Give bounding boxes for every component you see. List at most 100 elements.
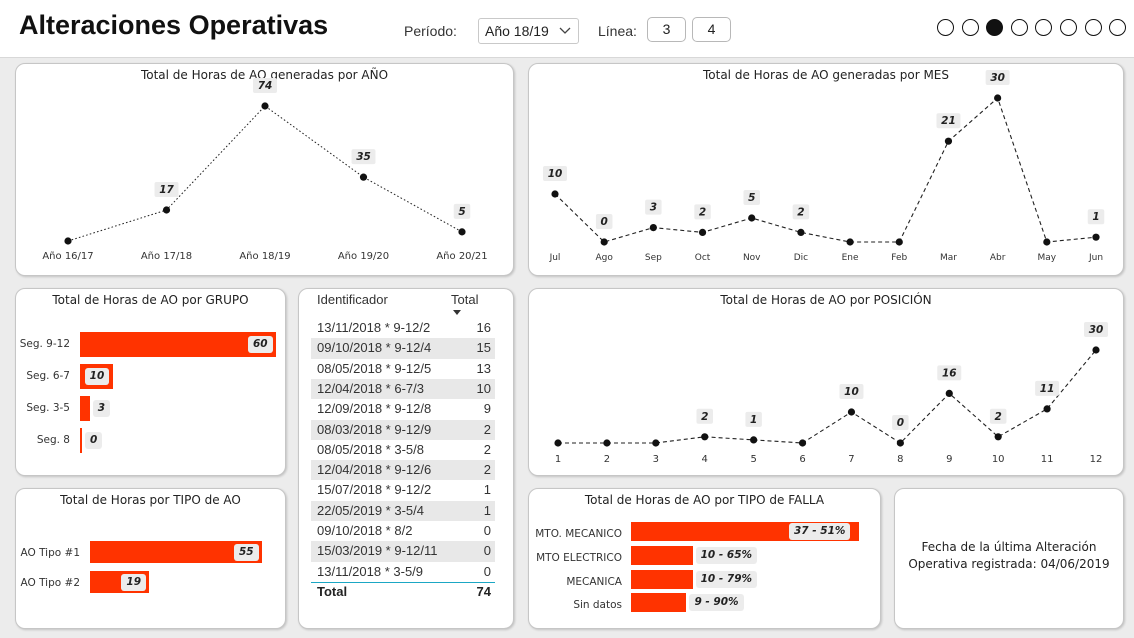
bar[interactable] [80, 428, 82, 453]
data-point[interactable] [458, 228, 466, 236]
bar-data-label: 3 [92, 400, 111, 417]
bar-data-label: 37 - 51% [789, 523, 851, 540]
table-cell-total: 15 [476, 340, 491, 356]
bar[interactable] [631, 593, 687, 613]
x-tick-label: Mar [940, 253, 957, 263]
data-point[interactable] [994, 433, 1002, 441]
page-dot-8[interactable] [1109, 19, 1127, 36]
data-point[interactable] [895, 238, 903, 246]
chart-card-por-tipo: Total de Horas por TIPO de AO AO Tipo #1… [15, 488, 286, 629]
page-title: Alteraciones Operativas [19, 10, 329, 40]
bar[interactable] [80, 332, 276, 357]
data-point[interactable] [698, 228, 707, 236]
data-point[interactable] [261, 102, 269, 110]
bar[interactable] [631, 545, 693, 565]
bar[interactable] [631, 569, 693, 589]
data-label-bg [253, 78, 277, 93]
data-point[interactable] [64, 237, 72, 245]
bar-data-label: 10 - 65% [695, 546, 758, 564]
data-label: 74 [258, 80, 273, 92]
page-dot-7[interactable] [1084, 19, 1102, 36]
data-label-bg [1035, 380, 1060, 396]
table-row[interactable]: 08/05/2018 * 9-12/5 13 [311, 359, 495, 379]
table-header-identificador[interactable]: Identificador [317, 292, 388, 307]
table-cell-total: 2 [483, 441, 491, 457]
data-point[interactable] [1043, 405, 1051, 413]
page-dot-4[interactable] [1010, 19, 1028, 36]
data-point[interactable] [798, 439, 807, 447]
bar-data-label: 60 [248, 336, 273, 353]
data-label-bg [1084, 322, 1108, 337]
data-point[interactable] [162, 206, 171, 214]
table-header-total[interactable]: Total [451, 292, 479, 307]
table-row[interactable]: 15/03/2019 * 9-12/11 0 [311, 541, 495, 562]
x-tick-label: 5 [750, 454, 756, 465]
table-row[interactable]: 08/03/2018 * 9-12/9 2 [311, 419, 495, 440]
periodo-dropdown[interactable]: Año 18/19 [478, 18, 579, 44]
table-cell-total: 0 [483, 563, 491, 579]
table-row[interactable]: 08/05/2018 * 3-5/8 2 [311, 440, 495, 460]
data-label-bg [985, 70, 1010, 85]
linea-label: Línea: [598, 23, 637, 39]
data-point[interactable] [994, 94, 1002, 102]
table-row[interactable]: 09/10/2018 * 8/2 0 [311, 521, 495, 541]
x-tick-label: Dic [794, 253, 808, 263]
bar[interactable] [80, 396, 90, 421]
chart-card-por-grupo: Total de Horas de AO por GRUPO Seg. 9-12… [15, 288, 286, 476]
data-point[interactable] [846, 238, 854, 246]
table-cell-total: 2 [483, 421, 491, 437]
header-bar: Alteraciones Operativas Período: Año 18/… [0, 0, 1134, 58]
data-point[interactable] [797, 228, 805, 236]
table-row[interactable]: 13/11/2018 * 9-12/2 16 [311, 318, 495, 338]
table-cell-identificador: 12/04/2018 * 6-7/3 [317, 380, 424, 396]
linea-3-button[interactable]: 3 [647, 17, 686, 42]
x-tick-label: Año 18/19 [239, 251, 290, 262]
data-point[interactable] [603, 439, 611, 447]
data-point[interactable] [944, 137, 953, 145]
table-row[interactable]: 15/07/2018 * 9-12/2 1 [311, 480, 495, 500]
data-point[interactable] [1092, 346, 1100, 354]
data-point[interactable] [896, 439, 904, 447]
data-point[interactable] [701, 433, 709, 441]
data-point[interactable] [551, 190, 559, 198]
data-label: 35 [356, 151, 371, 163]
data-point[interactable] [847, 408, 856, 416]
chart-card-por-ano: Total de Horas de AO generadas por AÑO A… [15, 63, 514, 276]
table-cell-total: 16 [476, 320, 491, 335]
linea-4-button[interactable]: 4 [692, 17, 731, 42]
table-row[interactable]: 12/04/2018 * 6-7/3 10 [311, 378, 495, 400]
table-row[interactable]: 09/10/2018 * 9-12/4 15 [311, 338, 495, 359]
data-point[interactable] [1092, 233, 1100, 241]
data-point[interactable] [359, 173, 368, 181]
page-dot-1[interactable] [937, 19, 954, 36]
table-row[interactable]: 22/05/2019 * 3-5/4 1 [311, 500, 495, 521]
data-point[interactable] [649, 224, 657, 232]
page-dot-3[interactable] [986, 19, 1004, 36]
x-tick-label: Año 17/18 [141, 251, 192, 262]
data-point[interactable] [652, 439, 660, 447]
x-tick-label: Sep [645, 253, 662, 263]
table-total-divider [311, 582, 495, 583]
data-point[interactable] [748, 214, 756, 222]
sort-desc-icon[interactable] [453, 310, 461, 315]
data-label-bg [351, 149, 376, 165]
table-cell-identificador: 09/10/2018 * 9-12/4 [317, 340, 432, 356]
page-dot-2[interactable] [961, 19, 979, 36]
data-point[interactable] [945, 389, 953, 397]
data-point[interactable] [554, 439, 562, 447]
data-label: 17 [159, 184, 174, 196]
bar-data-label: 19 [121, 573, 147, 591]
data-point[interactable] [750, 436, 758, 444]
page-dot-5[interactable] [1035, 19, 1053, 36]
bar-category-label: MECANICA [566, 575, 622, 588]
page-dot-6[interactable] [1060, 19, 1077, 36]
data-label: 0 [601, 216, 608, 228]
chevron-down-icon [559, 27, 571, 34]
table-row[interactable]: 12/04/2018 * 9-12/6 2 [311, 460, 495, 481]
bar[interactable] [90, 541, 262, 563]
data-point[interactable] [1043, 238, 1051, 246]
chart-title-por-tipo: Total de Horas por TIPO de AO [60, 493, 241, 507]
table-row[interactable]: 13/11/2018 * 3-5/9 0 [311, 562, 495, 582]
table-row[interactable]: 12/09/2018 * 9-12/8 9 [311, 399, 495, 419]
data-point[interactable] [600, 238, 608, 246]
